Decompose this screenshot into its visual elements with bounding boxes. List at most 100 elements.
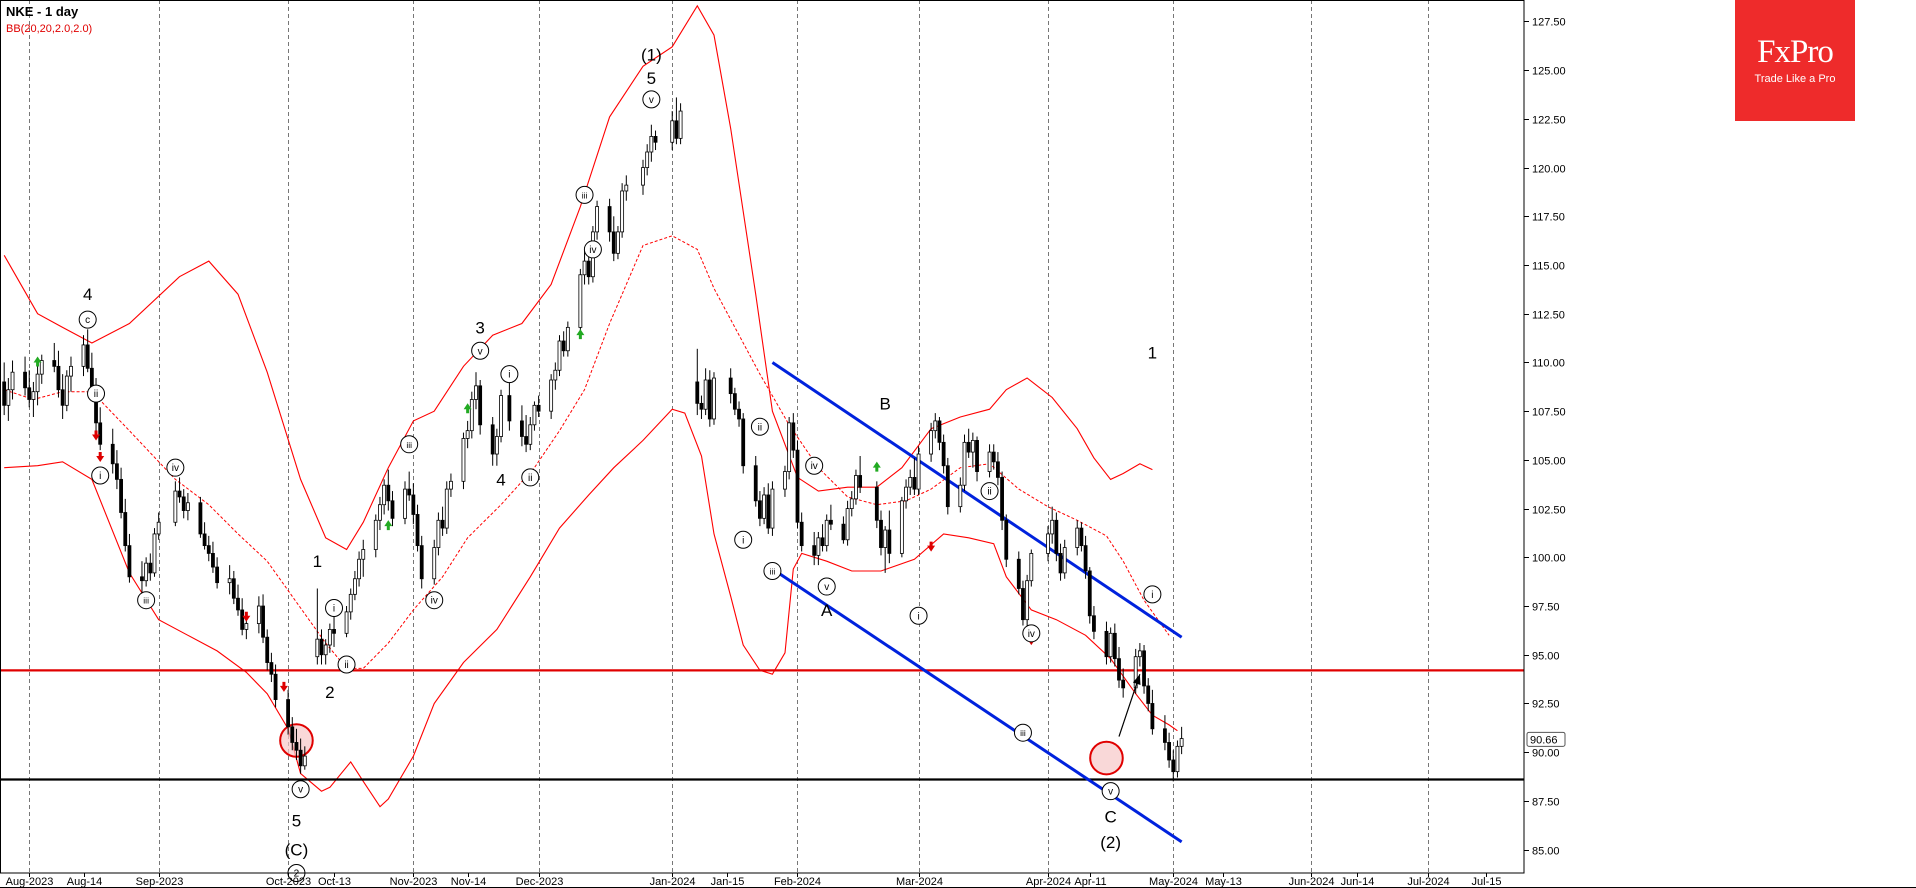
candle xyxy=(302,746,307,770)
candle xyxy=(553,362,558,390)
candle xyxy=(565,321,570,357)
candle xyxy=(1016,551,1021,595)
candle-body xyxy=(578,274,583,328)
candle xyxy=(991,444,996,470)
candle xyxy=(361,539,366,577)
candle-body xyxy=(649,136,654,153)
candle xyxy=(824,514,829,552)
y-tick-label: 97.50 xyxy=(1532,602,1560,614)
candle-body xyxy=(411,494,416,515)
wave-label: iii xyxy=(770,566,776,576)
candle xyxy=(294,728,299,760)
candle xyxy=(741,413,746,474)
candle xyxy=(1000,471,1004,531)
candle xyxy=(261,594,265,644)
candle xyxy=(874,481,879,529)
signal-arrow-down xyxy=(279,681,288,692)
candle xyxy=(549,374,554,419)
candle xyxy=(6,378,11,421)
candle-body xyxy=(469,399,474,432)
x-tick-label: Jul-2024 xyxy=(1407,876,1449,888)
candle xyxy=(641,159,645,195)
candle-body xyxy=(991,451,996,463)
candle-body xyxy=(607,206,612,233)
wave-labels: 4ciiiiviii1iii2v5(C)2iiiiv3viii4iiiiv(1)… xyxy=(78,46,1162,882)
wave-label-circle xyxy=(1013,723,1032,742)
candle xyxy=(332,613,336,647)
candle xyxy=(10,360,15,400)
wave-label: 2 xyxy=(294,869,300,880)
wave-label: 5 xyxy=(292,811,301,830)
wave-label: v xyxy=(298,785,303,796)
candle-body xyxy=(323,644,328,656)
wave-label: ii xyxy=(344,660,348,671)
grid xyxy=(29,0,1429,873)
candle xyxy=(110,428,115,474)
candle-body xyxy=(645,151,650,168)
candle xyxy=(1046,526,1050,562)
candle xyxy=(770,481,775,536)
candle-body xyxy=(561,340,566,352)
candle xyxy=(490,417,495,466)
candle-body xyxy=(236,597,240,611)
wave-label: iv xyxy=(172,463,179,474)
candle xyxy=(854,469,858,505)
candle xyxy=(595,200,599,240)
candle-body xyxy=(1137,650,1142,658)
wave-label-circle xyxy=(817,577,836,596)
candle xyxy=(444,481,449,534)
candle-body xyxy=(841,523,846,541)
x-tick-label: Jan-15 xyxy=(711,876,745,888)
candle xyxy=(611,216,616,262)
candle-body xyxy=(770,488,775,529)
candle xyxy=(816,531,821,566)
y-tick-label: 112.50 xyxy=(1532,310,1565,322)
wave-label-circle xyxy=(750,417,769,436)
wave-label: ii xyxy=(94,389,98,400)
wave-label-circle xyxy=(763,561,782,580)
candle xyxy=(156,512,161,540)
candle xyxy=(703,368,708,416)
wave-label: (1) xyxy=(641,46,662,65)
candle xyxy=(290,717,295,751)
candle xyxy=(582,247,587,285)
candle xyxy=(653,130,658,151)
candle xyxy=(60,374,65,419)
candle xyxy=(407,471,412,501)
candle-body xyxy=(753,465,758,502)
candle xyxy=(1062,539,1067,579)
candle xyxy=(403,481,407,525)
candle xyxy=(624,175,629,201)
candle xyxy=(35,360,40,406)
wave-label-circle xyxy=(805,456,824,475)
candle-body xyxy=(1025,580,1030,621)
candle-body xyxy=(945,465,950,508)
candle-body xyxy=(966,441,971,453)
candle-body xyxy=(1000,477,1004,521)
candle xyxy=(1112,623,1117,667)
candle-body xyxy=(732,393,737,410)
candle xyxy=(499,389,503,443)
candle xyxy=(419,535,424,589)
candle-body xyxy=(449,480,453,490)
candle-body xyxy=(56,365,61,391)
candle xyxy=(904,479,908,509)
candle-body xyxy=(762,494,766,519)
candle-body xyxy=(1075,527,1080,548)
candle xyxy=(449,473,453,497)
wave-label: C xyxy=(1105,807,1117,826)
candle xyxy=(327,623,332,653)
candle-body xyxy=(996,461,1000,478)
candle xyxy=(144,557,149,587)
candle xyxy=(561,331,566,357)
candle xyxy=(670,111,675,151)
candle-body xyxy=(206,545,211,554)
candle xyxy=(753,455,758,507)
candle xyxy=(373,514,378,558)
candle xyxy=(1171,750,1176,782)
candle-body xyxy=(962,441,967,486)
candle-body xyxy=(937,420,942,443)
wave-label-circle xyxy=(1143,585,1162,604)
candle-body xyxy=(611,231,616,254)
candle-body xyxy=(933,420,938,432)
